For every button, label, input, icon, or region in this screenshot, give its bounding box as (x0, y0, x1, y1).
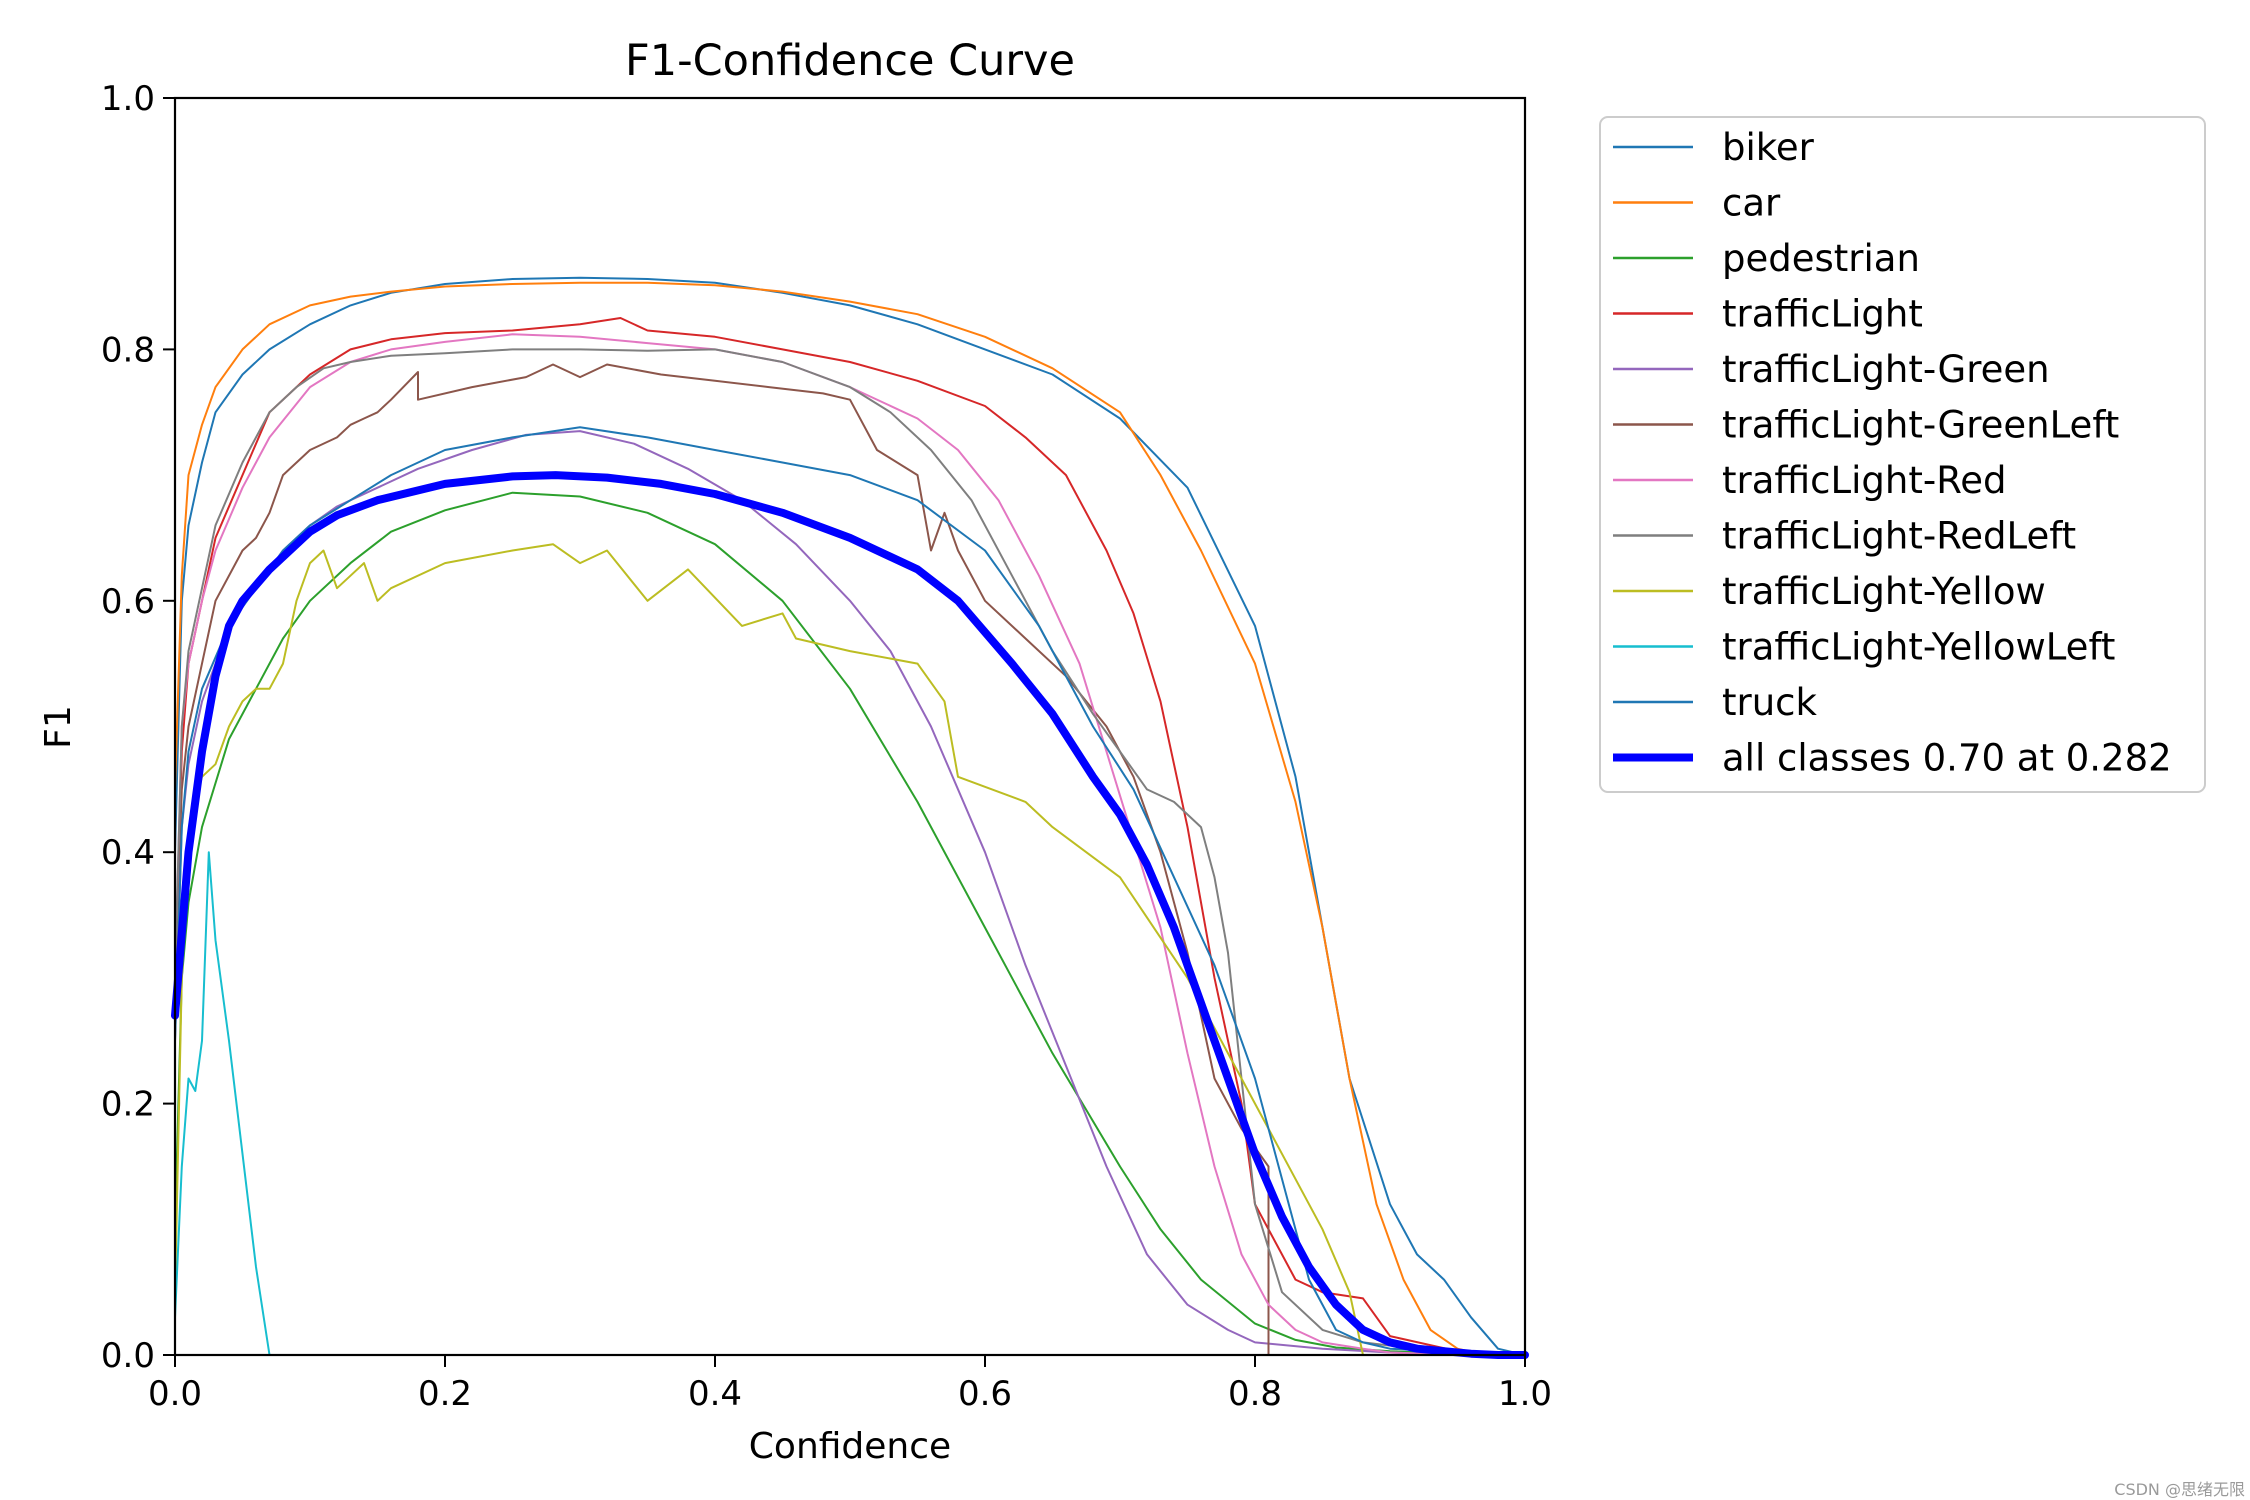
x-tick-label: 0.8 (1228, 1374, 1282, 1414)
legend-label-3: trafficLight (1722, 293, 1923, 336)
x-axis-ticks: 0.0 0.2 0.4 0.6 0.8 1.0 (148, 1355, 1552, 1414)
series-line-10 (174, 426, 1526, 1356)
legend-label-4: trafficLight-Green (1722, 348, 2050, 391)
y-axis-ticks: 0.0 0.2 0.4 0.6 0.8 1.0 (101, 79, 175, 1376)
series-line-11 (171, 471, 1529, 1359)
series-line-9 (174, 851, 1526, 1356)
chart-title: F1-Confidence Curve (625, 36, 1075, 86)
legend-box (1599, 116, 2206, 793)
legend-label-7: trafficLight-RedLeft (1722, 515, 2076, 558)
series-line-5 (174, 363, 1526, 1356)
y-axis-label: F1 (38, 705, 79, 749)
legend-label-10: truck (1722, 681, 1818, 724)
legend-items: biker car pedestrian trafficLight trafficLig… (1613, 126, 2172, 780)
y-tick-label: 0.4 (101, 833, 155, 873)
legend: biker car pedestrian trafficLight trafficLig… (1599, 116, 2206, 793)
legend-label-11: all classes 0.70 at 0.282 (1722, 737, 2172, 780)
legend-label-5: trafficLight-GreenLeft (1722, 404, 2119, 447)
legend-label-8: trafficLight-Yellow (1722, 570, 2046, 613)
series-line-1 (174, 281, 1526, 1356)
legend-label-0: biker (1722, 126, 1815, 169)
plot-lines (171, 276, 1529, 1359)
legend-label-9: trafficLight-YellowLeft (1722, 626, 2115, 669)
x-tick-label: 1.0 (1498, 1374, 1552, 1414)
legend-label-1: car (1722, 182, 1781, 225)
x-axis-label: Confidence (749, 1426, 951, 1467)
series-line-8 (174, 543, 1526, 1356)
x-tick-label: 0.4 (688, 1374, 742, 1414)
y-tick-label: 0.0 (101, 1336, 155, 1376)
legend-label-6: trafficLight-Red (1722, 459, 2007, 502)
y-tick-label: 0.2 (101, 1085, 155, 1125)
series-line-0 (174, 276, 1526, 1356)
x-tick-label: 0.2 (418, 1374, 472, 1414)
legend-label-2: pedestrian (1722, 237, 1920, 280)
series-line-4 (174, 430, 1526, 1356)
x-tick-label: 0.6 (958, 1374, 1012, 1414)
y-tick-label: 1.0 (101, 79, 155, 119)
x-tick-label: 0.0 (148, 1374, 202, 1414)
y-tick-label: 0.8 (101, 330, 155, 370)
plot-frame (173, 96, 1527, 1357)
series-line-6 (174, 333, 1526, 1356)
watermark: CSDN @思绪无限 (2114, 1480, 2245, 1499)
y-tick-label: 0.6 (101, 582, 155, 622)
series-line-3 (174, 317, 1526, 1356)
